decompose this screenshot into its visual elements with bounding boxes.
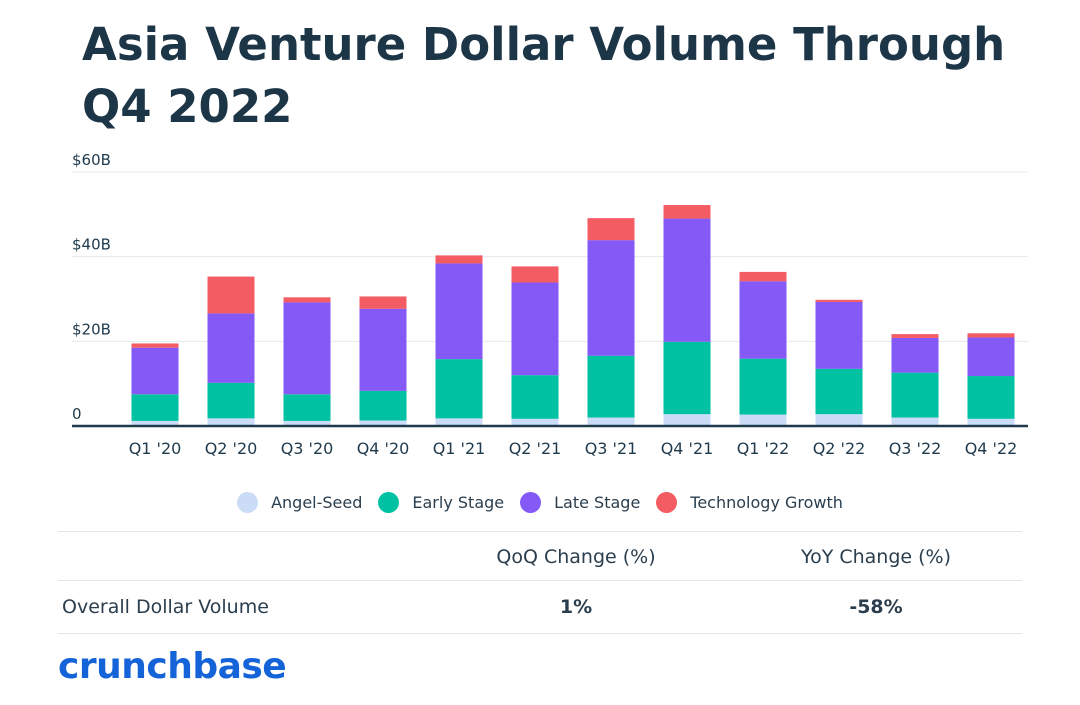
- row-label: Overall Dollar Volume: [62, 596, 269, 618]
- bar-segment-late-stage: [283, 302, 331, 395]
- bar-segment-early-stage: [131, 394, 179, 421]
- bar-segment-late-stage: [663, 218, 711, 342]
- stacked-bar-chart: 0$20B$40B$60B Q1 '20 Q2 '20 Q3 '20 Q4 '20 Q1…: [72, 151, 1028, 458]
- bar-segment-angel-seed: [359, 420, 407, 426]
- crunchbase-logo: crunchbase: [58, 646, 287, 687]
- legend-item-late-stage[interactable]: Late Stage: [520, 492, 640, 513]
- bar-segment-early-stage: [967, 376, 1015, 419]
- bar-segment-late-stage: [739, 281, 787, 359]
- bar-segment-angel-seed: [283, 420, 331, 426]
- x-tick-label: Q1 '20: [129, 439, 182, 458]
- bar-segment-late-stage: [131, 347, 179, 395]
- bar-segment-late-stage: [967, 337, 1015, 377]
- table-row: Overall Dollar Volume 1% -58%: [58, 580, 1022, 634]
- legend-item-angel-seed[interactable]: Angel-Seed: [237, 492, 362, 513]
- bar-segment-technology-growth: [587, 218, 635, 241]
- y-tick-label: $60B: [72, 151, 111, 169]
- bar-segment-early-stage: [283, 394, 331, 421]
- bar-segment-early-stage: [435, 359, 483, 419]
- legend-label-angel-seed: Angel-Seed: [271, 493, 363, 512]
- bar-segment-technology-growth: [207, 276, 255, 314]
- change-table: QoQ Change (%) YoY Change (%) Overall Do…: [58, 531, 1022, 634]
- table-header-row: QoQ Change (%) YoY Change (%): [58, 531, 1022, 580]
- bar-segment-late-stage: [587, 240, 635, 356]
- bar-segment-early-stage: [815, 368, 863, 415]
- bar-segment-technology-growth: [131, 343, 179, 348]
- x-tick-label: Q1 '22: [737, 439, 790, 458]
- legend-swatch-early-stage: [378, 492, 400, 513]
- x-tick-label: Q2 '20: [205, 439, 258, 458]
- bar-segment-technology-growth: [967, 333, 1015, 338]
- bar-segment-late-stage: [359, 308, 407, 391]
- bar-segment-late-stage: [435, 263, 483, 360]
- legend-item-technology-growth[interactable]: Technology Growth: [656, 492, 843, 513]
- x-tick-label: Q4 '21: [661, 439, 714, 458]
- bar-segment-angel-seed: [207, 418, 255, 426]
- bar-segment-angel-seed: [967, 418, 1015, 426]
- bar-segment-technology-growth: [283, 297, 331, 303]
- legend: Angel-Seed Early Stage Late Stage Techno…: [0, 492, 1080, 513]
- bar-segment-late-stage: [511, 282, 559, 376]
- legend-item-early-stage[interactable]: Early Stage: [378, 492, 504, 513]
- bar-segment-angel-seed: [511, 418, 559, 426]
- x-tick-label: Q2 '22: [813, 439, 866, 458]
- bar-segment-technology-growth: [815, 299, 863, 302]
- bar-segment-technology-growth: [435, 255, 483, 264]
- x-tick-label: Q3 '21: [585, 439, 638, 458]
- bar-segment-angel-seed: [891, 417, 939, 426]
- legend-swatch-technology-growth: [656, 492, 678, 513]
- yoy-value: -58%: [849, 596, 903, 618]
- bar-segment-technology-growth: [891, 334, 939, 338]
- bar-segment-late-stage: [891, 337, 939, 373]
- bar-segment-early-stage: [739, 358, 787, 415]
- bar-segment-technology-growth: [739, 271, 787, 282]
- qoq-value: 1%: [559, 596, 593, 618]
- x-tick-label: Q2 '21: [509, 439, 562, 458]
- x-axis-ticks: Q1 '20 Q2 '20 Q3 '20 Q4 '20 Q1 '21 Q2 '21 Q3 '…: [129, 439, 1018, 458]
- bar-segment-angel-seed: [663, 414, 711, 426]
- legend-label-late-stage: Late Stage: [554, 493, 641, 512]
- x-tick-label: Q4 '20: [357, 439, 410, 458]
- x-tick-label: Q3 '22: [889, 439, 942, 458]
- bar-segment-early-stage: [207, 382, 255, 419]
- x-tick-label: Q3 '20: [281, 439, 334, 458]
- bar-segment-angel-seed: [739, 414, 787, 426]
- bars: [131, 205, 1015, 426]
- chart-title: Asia Venture Dollar Volume Through Q4 20…: [82, 18, 1006, 133]
- bar-segment-angel-seed: [435, 418, 483, 426]
- y-axis-ticks: 0 $20B $40B $60B: [72, 151, 111, 423]
- yoy-header: YoY Change (%): [800, 546, 952, 568]
- bar-segment-technology-growth: [663, 205, 711, 219]
- bar-segment-angel-seed: [587, 417, 635, 426]
- legend-label-early-stage: Early Stage: [412, 493, 505, 512]
- y-tick-label: $20B: [72, 320, 111, 338]
- bar-segment-technology-growth: [359, 296, 407, 309]
- bar-segment-early-stage: [511, 375, 559, 419]
- bar-segment-late-stage: [207, 313, 255, 383]
- bar-segment-early-stage: [663, 341, 711, 415]
- bar-segment-angel-seed: [131, 420, 179, 426]
- x-tick-label: Q1 '21: [433, 439, 486, 458]
- y-tick-label: $40B: [72, 236, 111, 254]
- legend-swatch-angel-seed: [237, 492, 259, 513]
- bar-segment-early-stage: [359, 390, 407, 421]
- bar-segment-technology-growth: [511, 266, 559, 283]
- legend-swatch-late-stage: [520, 492, 542, 513]
- qoq-header: QoQ Change (%): [496, 546, 656, 568]
- bar-segment-early-stage: [891, 372, 939, 418]
- y-tick-label: 0: [72, 405, 82, 423]
- bar-segment-late-stage: [815, 301, 863, 369]
- legend-label-technology-growth: Technology Growth: [690, 493, 843, 512]
- bar-segment-early-stage: [587, 355, 635, 418]
- bar-segment-angel-seed: [815, 414, 863, 426]
- x-tick-label: Q4 '22: [965, 439, 1018, 458]
